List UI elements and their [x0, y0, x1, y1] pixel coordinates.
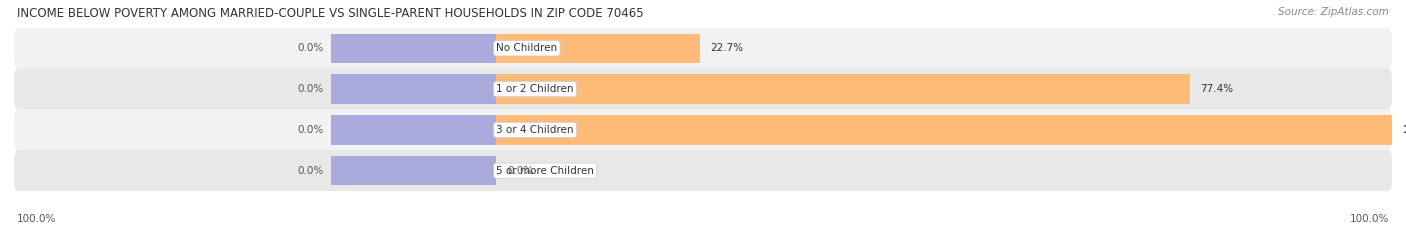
FancyBboxPatch shape — [14, 28, 1392, 69]
Text: 1 or 2 Children: 1 or 2 Children — [496, 84, 574, 94]
Text: 0.0%: 0.0% — [298, 43, 325, 53]
Text: Source: ZipAtlas.com: Source: ZipAtlas.com — [1278, 7, 1389, 17]
FancyBboxPatch shape — [14, 150, 1392, 191]
Bar — [496, 34, 700, 63]
Text: No Children: No Children — [496, 43, 557, 53]
Text: 3 or 4 Children: 3 or 4 Children — [496, 125, 574, 135]
Text: 100.0%: 100.0% — [17, 214, 56, 224]
Text: 77.4%: 77.4% — [1201, 84, 1233, 94]
Text: 100.0%: 100.0% — [1350, 214, 1389, 224]
Bar — [330, 75, 496, 104]
Text: 0.0%: 0.0% — [298, 166, 325, 176]
Text: 0.0%: 0.0% — [298, 84, 325, 94]
Bar — [496, 75, 1189, 104]
Text: 0.0%: 0.0% — [508, 166, 534, 176]
Text: 22.7%: 22.7% — [710, 43, 744, 53]
Text: 0.0%: 0.0% — [298, 125, 325, 135]
Text: 5 or more Children: 5 or more Children — [496, 166, 595, 176]
FancyBboxPatch shape — [14, 109, 1392, 151]
Bar — [330, 34, 496, 63]
Bar — [330, 156, 496, 185]
Bar — [330, 115, 496, 144]
FancyBboxPatch shape — [14, 69, 1392, 110]
Text: INCOME BELOW POVERTY AMONG MARRIED-COUPLE VS SINGLE-PARENT HOUSEHOLDS IN ZIP COD: INCOME BELOW POVERTY AMONG MARRIED-COUPL… — [17, 7, 644, 20]
Text: 100.0%: 100.0% — [1403, 125, 1406, 135]
Bar — [496, 115, 1392, 144]
